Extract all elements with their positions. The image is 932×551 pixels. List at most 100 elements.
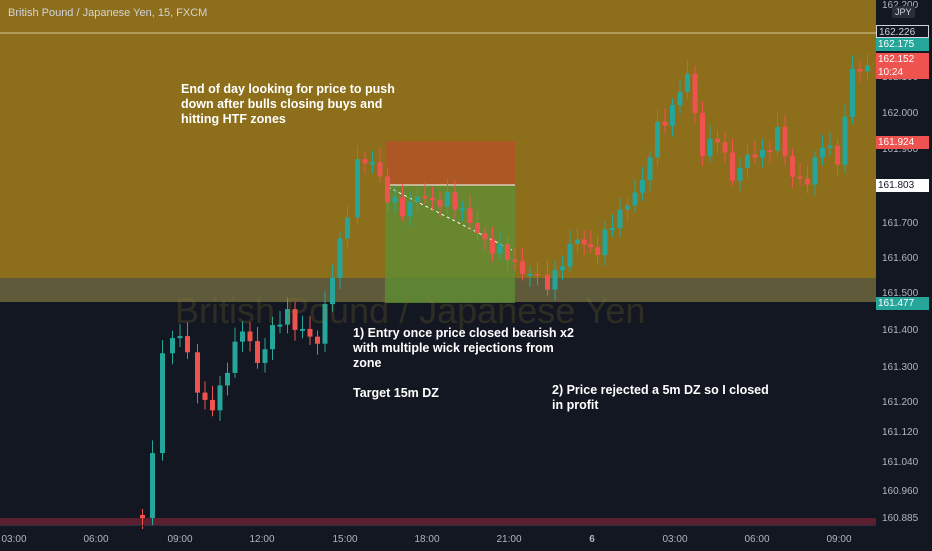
candle-down (595, 247, 600, 256)
candle-down (202, 392, 208, 400)
time-tick: 09:00 (167, 534, 193, 545)
candle-down (752, 154, 758, 158)
candle-down (490, 239, 495, 254)
candle-down (730, 152, 735, 181)
candle-down (700, 112, 705, 157)
time-axis[interactable]: 03:00 06:00 09:00 12:00 15:00 18:00 21:00 6 03:0… (0, 525, 876, 551)
candle-down (452, 192, 458, 210)
price-label-red: 10:24 (876, 66, 929, 79)
candle-down (588, 244, 594, 248)
candle-down (805, 178, 810, 185)
price-tick: 161.200 (882, 397, 919, 408)
candle-down (662, 121, 668, 126)
candle-down (545, 274, 550, 290)
candle-up (707, 138, 713, 157)
candle-up (415, 196, 420, 202)
candle-down (722, 142, 728, 153)
candle-up (617, 209, 623, 229)
candle-up (445, 192, 450, 207)
candle-up (370, 162, 375, 165)
price-tick: 161.300 (882, 362, 919, 373)
candle-up (625, 205, 630, 210)
candle-up (745, 154, 750, 168)
candle-down (307, 328, 313, 337)
candle-down (767, 150, 773, 153)
time-tick: 21:00 (496, 534, 522, 545)
price-tick: 161.040 (882, 457, 919, 468)
candle-up (262, 349, 268, 363)
candle-up (850, 68, 855, 117)
candle-down (292, 309, 298, 330)
candle-up (160, 353, 165, 454)
price-label-red: 161.924 (876, 136, 929, 149)
candle-up (337, 238, 343, 278)
candle-up (150, 453, 155, 518)
candle-up (827, 145, 833, 148)
candle-up (285, 309, 290, 325)
time-tick: 09:00 (826, 534, 852, 545)
candle-up (685, 73, 690, 93)
time-tick: 06:00 (83, 534, 109, 545)
time-tick: 18:00 (414, 534, 440, 545)
candle-down (400, 197, 405, 217)
candle-up (277, 324, 283, 327)
candle-up (345, 217, 350, 239)
candle-up (737, 167, 743, 181)
candle-up (270, 325, 275, 350)
candle-down (185, 336, 190, 353)
candle-up (552, 270, 558, 290)
candle-down (377, 162, 383, 177)
demand-zone (0, 518, 876, 525)
candle-down (835, 145, 840, 165)
candle-up (775, 126, 780, 151)
candle-up (225, 372, 230, 386)
candle-up (177, 336, 183, 339)
candle-up (632, 192, 638, 206)
candle-up (392, 197, 398, 203)
currency-badge[interactable]: JPY (892, 6, 915, 18)
candle-down (362, 159, 368, 164)
candle-down (315, 336, 320, 344)
candle-up (865, 65, 870, 72)
candle-up (355, 159, 360, 218)
stop-loss-box (385, 141, 515, 185)
time-tick: 06:00 (744, 534, 770, 545)
price-tick: 161.700 (882, 218, 919, 229)
candle-up (170, 338, 175, 354)
price-tick: 160.885 (882, 513, 919, 524)
candle-up (610, 228, 615, 231)
price-label-green: 161.477 (876, 297, 929, 310)
candle-down (512, 259, 518, 262)
candle-down (715, 138, 720, 143)
candle-down (475, 223, 480, 234)
price-label-line: 162.226 (876, 25, 929, 38)
candle-up (527, 273, 533, 276)
candle-up (760, 150, 765, 158)
price-tick: 161.120 (882, 427, 919, 438)
candle-up (300, 328, 305, 331)
symbol-title[interactable]: British Pound / Japanese Yen, 15, FXCM (8, 7, 208, 19)
price-tick: 161.500 (882, 288, 919, 299)
candle-up (602, 229, 608, 256)
candle-down (140, 515, 145, 518)
annotation-entry: 1) Entry once price closed bearish x2 wi… (353, 326, 574, 400)
candle-up (575, 239, 580, 244)
time-tick: 15:00 (332, 534, 358, 545)
price-tick: 162.200 (882, 0, 918, 11)
candle-down (797, 176, 803, 179)
candle-down (581, 239, 587, 245)
candle-up (330, 277, 335, 305)
price-tick: 162.000 (882, 108, 919, 119)
candle-up (640, 179, 645, 193)
annotation-htf: End of day looking for price to push dow… (181, 82, 395, 126)
price-tick: 161.400 (882, 325, 919, 336)
candles (140, 54, 870, 529)
candle-up (820, 147, 825, 158)
candle-down (692, 73, 698, 113)
candle-down (857, 68, 863, 72)
candle-down (782, 126, 788, 156)
candle-down (210, 399, 215, 411)
price-label-white: 161.803 (876, 179, 929, 192)
annotation-exit: 2) Price rejected a 5m DZ so I closed in… (552, 383, 769, 412)
